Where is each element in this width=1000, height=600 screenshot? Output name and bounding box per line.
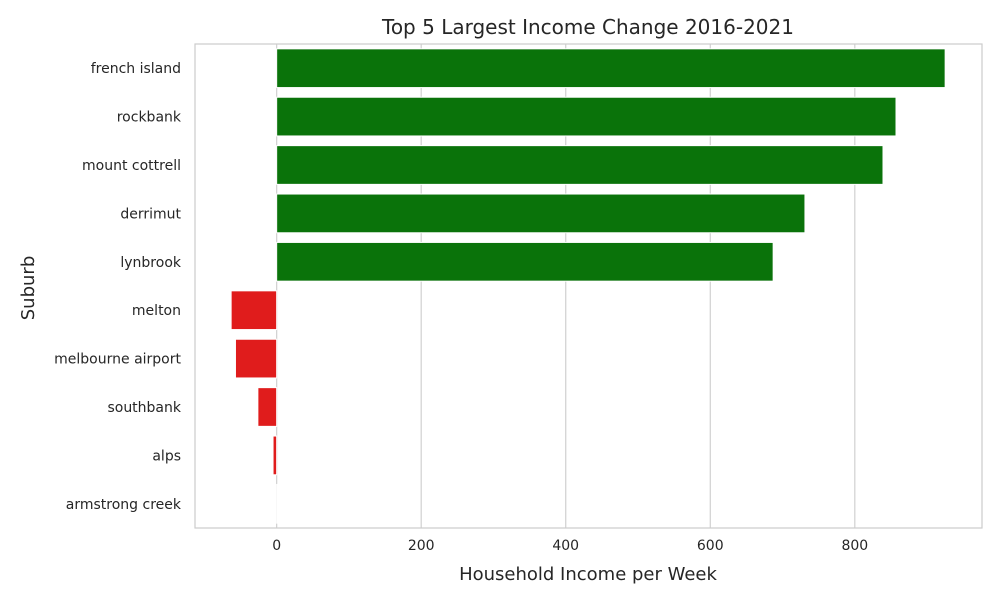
y-tick-labels: french island rockbank mount cottrell derri… — [54, 61, 182, 513]
y-tick-label: rockbank — [117, 110, 182, 126]
x-tick-label: 0 — [272, 538, 281, 554]
x-tick-labels: 0 200 400 600 800 — [272, 538, 868, 554]
bar — [276, 48, 946, 89]
y-axis-label: Suburb — [18, 256, 39, 321]
bar — [257, 387, 278, 427]
y-tick-label: melton — [132, 303, 181, 319]
x-tick-label: 200 — [408, 538, 435, 554]
y-tick-label: mount cottrell — [82, 158, 181, 174]
y-tick-label: derrimut — [120, 206, 181, 222]
bar — [276, 96, 897, 137]
bar — [234, 338, 278, 379]
y-tick-label: armstrong creek — [66, 497, 182, 513]
chart-title: Top 5 Largest Income Change 2016-2021 — [381, 15, 794, 39]
bar — [276, 193, 806, 234]
bar — [276, 241, 774, 282]
bar — [276, 145, 884, 185]
y-tick-label: french island — [91, 61, 181, 77]
bar — [272, 435, 278, 476]
bars — [230, 48, 946, 524]
x-axis-label: Household Income per Week — [459, 564, 717, 585]
x-tick-label: 400 — [552, 538, 579, 554]
x-tick-label: 600 — [697, 538, 724, 554]
bar — [276, 483, 278, 524]
y-tick-label: alps — [152, 448, 181, 464]
y-tick-label: melbourne airport — [54, 352, 181, 368]
bar — [230, 290, 278, 331]
y-tick-label: southbank — [107, 400, 181, 416]
plot-frame — [194, 43, 983, 529]
y-tick-label: lynbrook — [120, 255, 182, 271]
x-tick-label: 800 — [841, 538, 868, 554]
